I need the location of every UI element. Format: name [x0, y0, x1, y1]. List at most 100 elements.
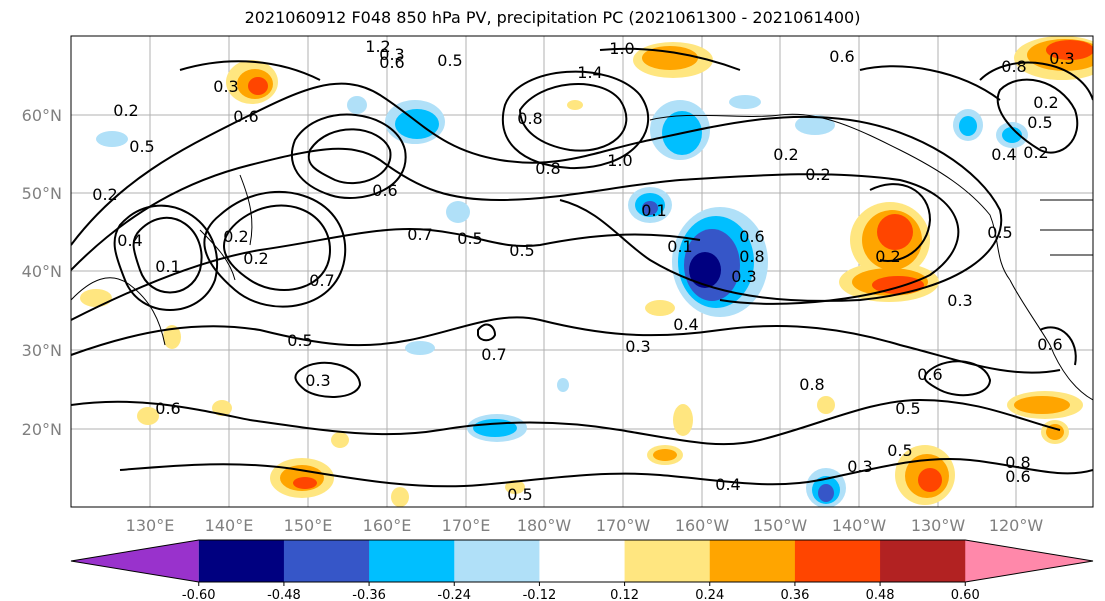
contour-label: 0.7 [407, 225, 432, 244]
colorbar-segment [539, 540, 626, 582]
contour-label: 0.2 [92, 185, 117, 204]
lon-tick-label: 170°E [442, 516, 491, 535]
contour-label: 0.2 [243, 249, 268, 268]
plot-frame [70, 35, 1094, 508]
contour-label: 0.4 [715, 475, 740, 494]
contour-label: 0.5 [887, 441, 912, 460]
longitude-axis: 130°E 140°E 150°E 160°E 170°E 180°W 170°W 160°W… [126, 516, 1044, 535]
contour-label: 0.6 [829, 47, 854, 66]
colorbar-segment [880, 540, 966, 582]
contour-label: 0.3 [379, 45, 404, 64]
map-title: 2021060912 F048 850 hPa PV, precipitatio… [244, 8, 861, 27]
colorbar-tick-label: -0.60 [182, 588, 216, 601]
contour-label: 0.7 [481, 345, 506, 364]
contour-label: 0.5 [987, 223, 1012, 242]
contour-label: 0.3 [1049, 49, 1074, 68]
contour-label: 0.5 [287, 331, 312, 350]
lon-tick-label: 170°W [596, 516, 651, 535]
colorbar-segment [454, 540, 540, 582]
contour-label: 0.5 [507, 485, 532, 504]
contour-label: 0.8 [517, 109, 542, 128]
contour-label: 0.5 [457, 229, 482, 248]
colorbar-tick-label: -0.36 [352, 588, 386, 601]
colorbar-segment [794, 540, 881, 582]
contour-label: 0.4 [991, 145, 1016, 164]
colorbar-tick-label: -0.48 [267, 588, 301, 601]
contour-label: 0.5 [1027, 113, 1052, 132]
contour-label: 0.6 [917, 365, 942, 384]
contour-label: 0.8 [799, 375, 824, 394]
colorbar-tick-label: 0.36 [780, 588, 809, 601]
pv-contours [71, 47, 1093, 488]
contour-label: 0.4 [673, 315, 698, 334]
contour-label: 0.5 [129, 137, 154, 156]
lon-tick-label: 130°W [911, 516, 966, 535]
contour-label: 0.2 [875, 247, 900, 266]
contour-label: 0.7 [309, 271, 334, 290]
colorbar-segment [198, 540, 285, 582]
contour-label: 0.2 [773, 145, 798, 164]
contour-label: 0.8 [535, 159, 560, 178]
colorbar: -0.60 -0.48 -0.36 -0.24 -0.12 0.12 0.24 0.36 0.4… [70, 539, 1094, 601]
lat-tick-label: 40°N [22, 262, 62, 281]
contour-label: 0.5 [509, 241, 534, 260]
lon-tick-label: 130°E [126, 516, 175, 535]
contour-label: 0.6 [739, 227, 764, 246]
contour-label: 0.3 [213, 77, 238, 96]
lat-tick-label: 20°N [22, 420, 62, 439]
contour-label: 0.1 [155, 257, 180, 276]
contour-label: 0.8 [739, 247, 764, 266]
coastlines [71, 113, 1093, 401]
contour-label: 0.6 [1005, 467, 1030, 486]
colorbar-tick-label: 0.12 [610, 588, 639, 601]
contour-label: 1.0 [609, 39, 634, 58]
colorbar-extend-high [965, 540, 1093, 582]
contour-label: 0.3 [847, 457, 872, 476]
colorbar-tick-label: 0.24 [695, 588, 724, 601]
contour-label: 0.1 [641, 201, 666, 220]
contour-label: 0.8 [1001, 57, 1026, 76]
colorbar-tick-label: -0.12 [523, 588, 557, 601]
contour-label: 0.2 [113, 101, 138, 120]
contour-label: 0.3 [731, 267, 756, 286]
contour-label: 0.2 [223, 227, 248, 246]
contour-label: 0.2 [1033, 93, 1058, 112]
lon-tick-label: 180°W [517, 516, 572, 535]
latitude-axis: 60°N 50°N 40°N 30°N 20°N [22, 106, 62, 439]
contour-labels: 1.20.6 0.50.3 1.01.40.20.30.60.8 1.00.80.20… [92, 37, 1074, 504]
contour-label: 0.5 [437, 51, 462, 70]
lat-tick-label: 60°N [22, 106, 62, 125]
contour-label: 0.2 [1023, 143, 1048, 162]
contour-label: 0.6 [372, 181, 397, 200]
contour-label: 0.6 [1037, 335, 1062, 354]
contour-label: 1.2 [365, 37, 390, 56]
colorbar-tick-label: -0.24 [437, 588, 471, 601]
contour-label: 0.8 [1005, 453, 1030, 472]
contour-label: 0.3 [305, 371, 330, 390]
lon-tick-label: 160°W [675, 516, 730, 535]
lon-tick-label: 120°W [989, 516, 1044, 535]
lon-tick-label: 140°W [832, 516, 887, 535]
lon-tick-label: 140°E [205, 516, 254, 535]
lon-tick-label: 150°E [284, 516, 333, 535]
contour-label: 0.4 [117, 231, 142, 250]
contour-label: 0.6 [155, 399, 180, 418]
colorbar-segment [369, 540, 455, 582]
contour-label: 0.1 [667, 237, 692, 256]
lon-tick-label: 150°W [753, 516, 808, 535]
contour-label: 0.6 [379, 53, 404, 72]
precip-shading [80, 36, 1093, 507]
contour-label: 0.2 [805, 165, 830, 184]
lat-tick-label: 30°N [22, 341, 62, 360]
colorbar-segment [283, 540, 370, 582]
colorbar-tick-label: 0.48 [866, 588, 895, 601]
contour-label: 0.3 [625, 337, 650, 356]
contour-label: 0.6 [233, 107, 258, 126]
contour-label: 0.5 [895, 399, 920, 418]
colorbar-tick-label: 0.60 [951, 588, 980, 601]
colorbar-segment [709, 540, 796, 582]
contour-label: 0.3 [947, 291, 972, 310]
contour-label: 1.0 [607, 151, 632, 170]
lat-tick-label: 50°N [22, 184, 62, 203]
